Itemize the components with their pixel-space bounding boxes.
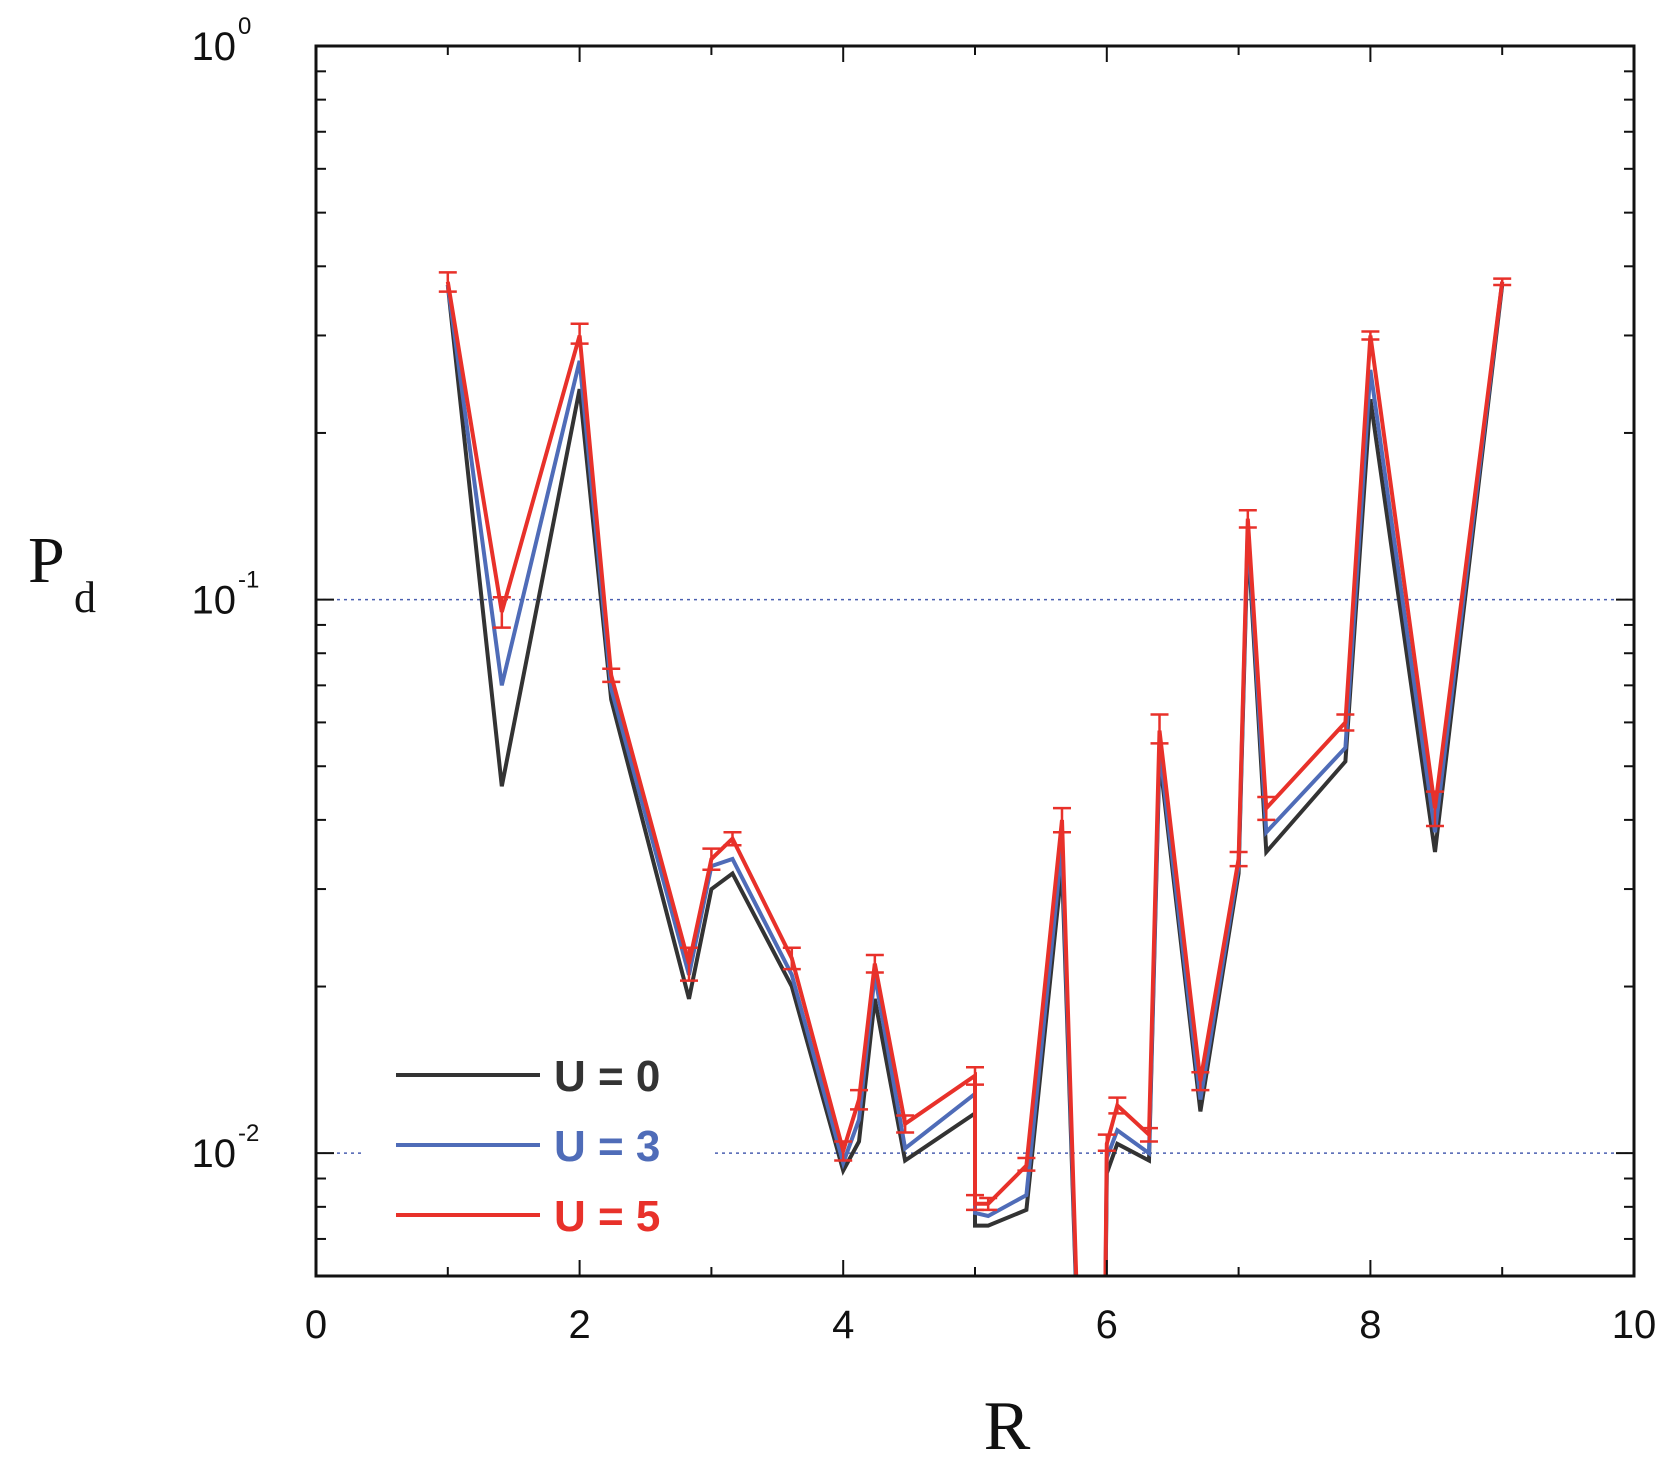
legend: U = 0 U = 3 U = 5 [396, 1052, 660, 1241]
x-tick-label: 2 [568, 1303, 590, 1347]
y-tick-label-base: 10 [192, 579, 237, 623]
legend-label: U = 5 [554, 1192, 660, 1241]
y-axis-title: P [28, 524, 65, 597]
series-line-u=0 [445, 284, 1505, 1276]
x-tick-label: 6 [1096, 1303, 1118, 1347]
x-axis: 0 2 4 6 8 10 [305, 46, 1656, 1347]
series-line-u=5 [445, 281, 1505, 1276]
y-tick-label-exponent: 0 [238, 13, 251, 40]
legend-label: U = 3 [554, 1122, 660, 1171]
x-axis-title: R [984, 1388, 1031, 1465]
legend-background [363, 1040, 713, 1275]
y-tick-label-base: 10 [192, 25, 237, 69]
x-tick-label: 8 [1359, 1303, 1381, 1347]
error-bar-layer [438, 271, 1512, 1212]
y-tick-label-exponent: -2 [238, 1120, 259, 1147]
y-tick-label-exponent: -1 [238, 567, 259, 594]
legend-label: U = 0 [554, 1052, 660, 1101]
series-line-u=3 [445, 281, 1505, 1276]
series-layer [445, 281, 1505, 1276]
x-tick-label: 4 [832, 1303, 854, 1347]
y-tick-label-base: 10 [192, 1132, 237, 1176]
x-tick-label: 10 [1612, 1303, 1657, 1347]
x-tick-label: 0 [305, 1303, 327, 1347]
y-axis-title-subscript: d [74, 573, 96, 622]
